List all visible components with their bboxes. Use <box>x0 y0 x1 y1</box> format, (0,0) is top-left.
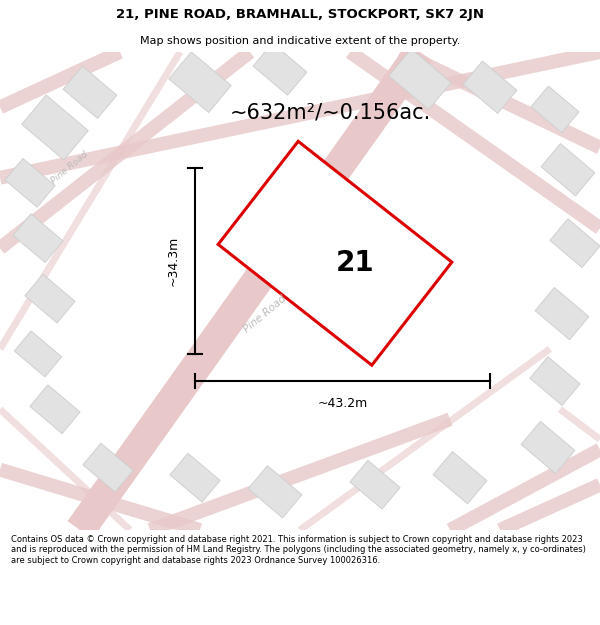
Text: ~43.2m: ~43.2m <box>317 397 368 410</box>
Polygon shape <box>169 52 231 112</box>
Polygon shape <box>531 86 579 132</box>
Text: Pine Road: Pine Road <box>242 293 288 334</box>
Polygon shape <box>253 43 307 95</box>
Polygon shape <box>530 357 580 406</box>
Polygon shape <box>22 95 88 160</box>
Text: 21, PINE ROAD, BRAMHALL, STOCKPORT, SK7 2JN: 21, PINE ROAD, BRAMHALL, STOCKPORT, SK7 … <box>116 8 484 21</box>
Polygon shape <box>463 61 517 113</box>
Polygon shape <box>14 331 62 377</box>
Polygon shape <box>170 453 220 502</box>
Text: Map shows position and indicative extent of the property.: Map shows position and indicative extent… <box>140 36 460 46</box>
Text: ~34.3m: ~34.3m <box>167 236 179 286</box>
Polygon shape <box>5 159 55 208</box>
Polygon shape <box>521 421 575 474</box>
Polygon shape <box>350 461 400 509</box>
Polygon shape <box>550 219 600 268</box>
Text: ~632m²/~0.156ac.: ~632m²/~0.156ac. <box>229 102 431 122</box>
Polygon shape <box>248 466 302 518</box>
Polygon shape <box>535 288 589 340</box>
Polygon shape <box>25 274 75 323</box>
Polygon shape <box>541 144 595 196</box>
Polygon shape <box>433 451 487 504</box>
Polygon shape <box>13 214 63 262</box>
Text: 21: 21 <box>335 249 374 278</box>
Polygon shape <box>30 385 80 434</box>
Polygon shape <box>83 443 133 492</box>
Text: Contains OS data © Crown copyright and database right 2021. This information is : Contains OS data © Crown copyright and d… <box>11 535 586 565</box>
Polygon shape <box>63 66 117 118</box>
Polygon shape <box>389 49 451 109</box>
Text: Pine Road: Pine Road <box>50 150 90 186</box>
Polygon shape <box>218 141 452 365</box>
